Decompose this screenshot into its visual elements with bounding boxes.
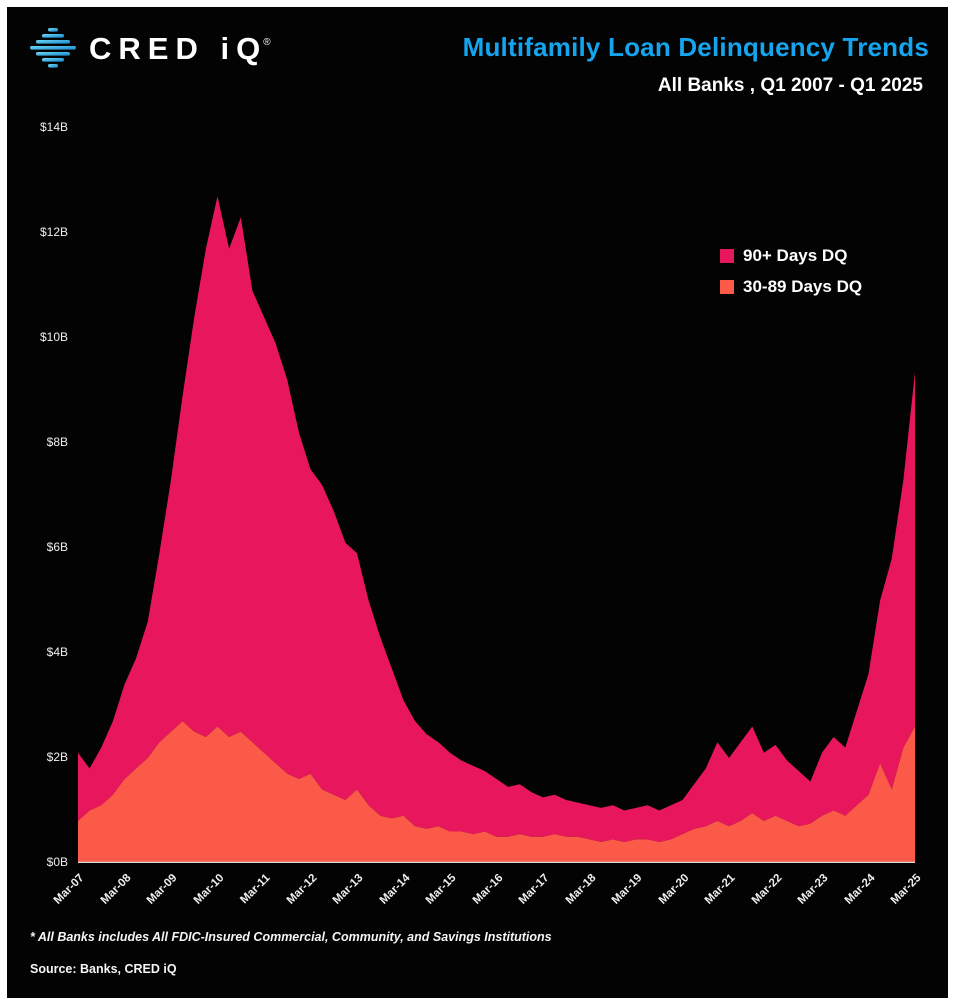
registered-trademark-symbol: ®	[263, 36, 271, 48]
legend-swatch-30-89-days	[720, 280, 734, 294]
y-tick-label: $4B	[46, 645, 68, 659]
logo-wordmark: CRED iQ	[89, 30, 268, 66]
y-tick-label: $14B	[39, 120, 68, 134]
y-tick-label: $12B	[39, 225, 68, 239]
legend-item-30-89-days: 30-89 Days DQ	[720, 277, 862, 297]
cred-iq-logo-text: CRED iQ®	[89, 33, 271, 64]
y-tick-label: $8B	[46, 435, 68, 449]
y-tick-label: $10B	[39, 330, 68, 344]
cred-iq-logo-icon	[30, 28, 76, 68]
area-90-plus-days-dq	[78, 196, 915, 843]
stacked-area-chart	[78, 196, 915, 863]
chart-legend: 90+ Days DQ 30-89 Days DQ	[720, 246, 862, 297]
legend-item-90-plus-days: 90+ Days DQ	[720, 246, 862, 266]
y-tick-label: $0B	[46, 855, 68, 869]
cred-iq-logo: CRED iQ®	[30, 26, 271, 70]
chart-subtitle: All Banks , Q1 2007 - Q1 2025	[657, 75, 923, 96]
legend-label-90-plus-days: 90+ Days DQ	[743, 246, 848, 265]
area-30-89-days-dq	[78, 721, 915, 863]
y-tick-label: $2B	[46, 750, 68, 764]
legend-swatch-90-plus-days	[720, 249, 734, 263]
source-attribution: Source: Banks, CRED iQ	[30, 962, 177, 976]
y-tick-label: $6B	[46, 540, 68, 554]
chart-title: Multifamily Loan Delinquency Trends	[462, 32, 929, 62]
legend-label-30-89-days: 30-89 Days DQ	[743, 277, 863, 296]
footnote: * All Banks includes All FDIC-Insured Co…	[30, 930, 552, 944]
